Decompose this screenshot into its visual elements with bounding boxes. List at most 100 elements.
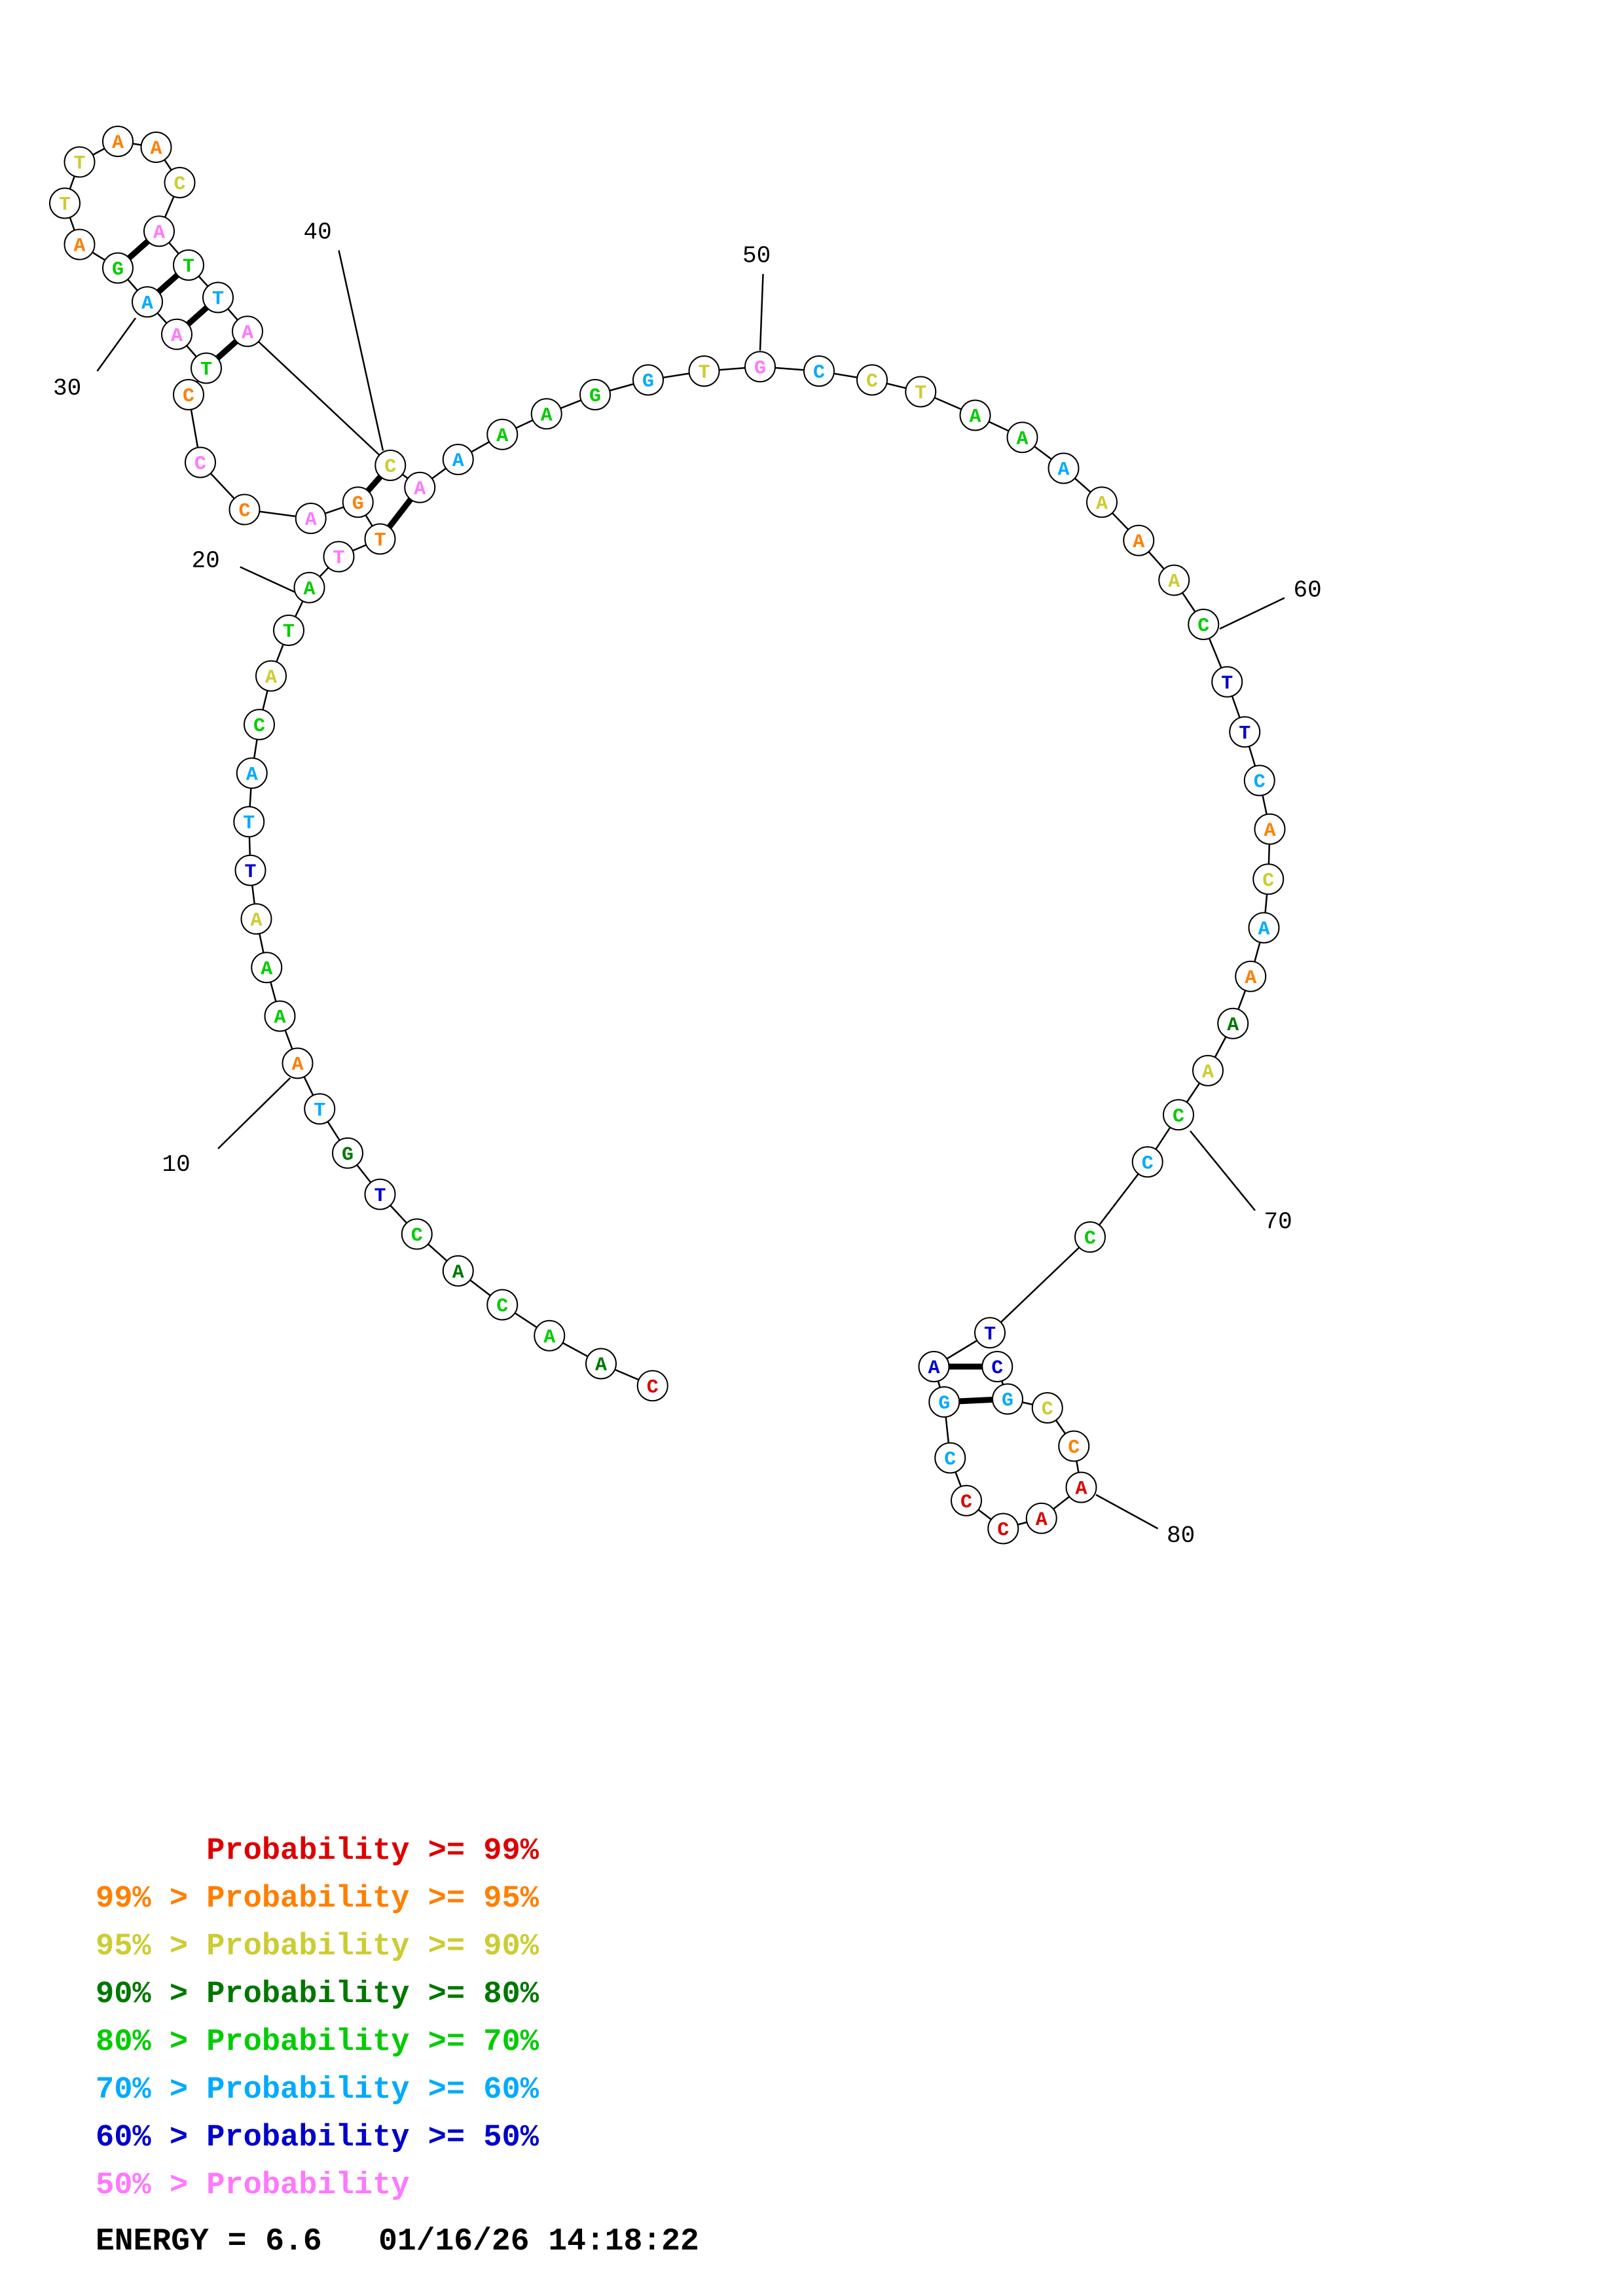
nucleotide-44-A: A	[442, 444, 474, 475]
nucleotide-circle	[132, 286, 163, 318]
nucleotide-base-letter: A	[543, 1327, 555, 1349]
nucleotide-base-letter: T	[314, 1100, 325, 1122]
nucleotide-base-letter: C	[647, 1376, 659, 1399]
nucleotide-2-A: A	[585, 1348, 617, 1380]
nucleotide-base-letter: C	[997, 1520, 1009, 1542]
nucleotide-base-letter: A	[1036, 1509, 1048, 1532]
position-label-leader	[1190, 1130, 1256, 1211]
nucleotide-29-A: A	[161, 318, 192, 350]
nucleotide-base-letter: C	[866, 371, 878, 393]
nucleotide-47-G: G	[579, 379, 611, 410]
nucleotide-49-T: T	[688, 355, 720, 387]
nucleotide-66-A: A	[1248, 912, 1280, 944]
nucleotide-base-letter: T	[200, 359, 212, 382]
position-label-10: 10	[162, 1151, 191, 1178]
nucleotide-circle	[364, 1178, 396, 1210]
nucleotide-circle	[102, 252, 134, 284]
nucleotide-base-letter: A	[303, 579, 315, 601]
nucleotide-11-A: A	[264, 1000, 296, 1032]
nucleotide-50-G: G	[744, 351, 776, 383]
nucleotide-base-letter: C	[813, 362, 825, 384]
nucleotide-circle	[951, 1484, 982, 1516]
nucleotide-base-letter: A	[496, 425, 508, 448]
nucleotide-circle	[632, 364, 664, 396]
nucleotide-circle	[534, 1319, 566, 1352]
position-label-80: 80	[1167, 1522, 1195, 1549]
nucleotide-58-A: A	[1123, 524, 1155, 556]
nucleotide-base-letter: T	[59, 194, 71, 217]
nucleotide-base-letter: A	[541, 404, 553, 427]
nucleotide-circle	[1123, 524, 1155, 556]
nucleotide-base-letter: A	[171, 325, 183, 348]
nucleotide-base-letter: A	[595, 1355, 607, 1377]
nucleotide-circle	[64, 146, 96, 178]
nucleotide-10-A: A	[282, 1047, 314, 1079]
nucleotide-circle	[161, 318, 192, 350]
position-label-leader	[240, 566, 295, 593]
nucleotide-28-T: T	[191, 352, 222, 384]
nucleotide-circle	[918, 1351, 950, 1382]
nucleotide-15-T: T	[233, 806, 265, 838]
nucleotide-circle	[1031, 1392, 1063, 1424]
nucleotide-circle	[1163, 1099, 1194, 1131]
nucleotide-circle	[164, 167, 196, 198]
nucleotide-base-letter: C	[238, 501, 250, 523]
nucleotide-base-letter: T	[244, 861, 256, 884]
legend-row-1: 99% > Probability >= 95%	[96, 1882, 539, 1916]
nucleotide-circle	[1065, 1471, 1097, 1503]
nucleotide-base-letter: A	[414, 478, 426, 501]
backbone-segment	[989, 1236, 1091, 1334]
nucleotide-13-A: A	[240, 903, 272, 935]
nucleotide-circle	[1217, 1007, 1249, 1039]
nucleotide-57-A: A	[1086, 486, 1118, 518]
legend-row-3: 90% > Probability >= 80%	[96, 1977, 539, 2012]
nucleotide-base-letter: T	[374, 1185, 386, 1208]
energy-footer: ENERGY = 6.6 01/16/26 14:18:22	[96, 2224, 699, 2259]
nucleotide-base-letter: A	[242, 322, 253, 344]
nucleotide-circle	[240, 903, 272, 935]
nucleotide-62-T: T	[1229, 716, 1261, 748]
nucleotide-base-letter: A	[928, 1357, 939, 1380]
nucleotide-base-letter: A	[261, 958, 272, 980]
nucleotide-circle	[323, 541, 355, 573]
nucleotide-circle	[905, 376, 937, 408]
position-label-leader	[759, 274, 764, 351]
nucleotide-31-G: G	[102, 252, 134, 284]
nucleotide-base-letter: T	[984, 1323, 996, 1346]
nucleotide-3-A: A	[534, 1319, 566, 1352]
nucleotide-circle	[530, 398, 562, 430]
nucleotide-base-letter: A	[1057, 459, 1069, 482]
nucleotide-5-A: A	[442, 1255, 474, 1287]
nucleotide-circle	[264, 1000, 296, 1032]
nucleotide-80-A: A	[1065, 1471, 1097, 1503]
nucleotide-36-A: A	[140, 132, 172, 163]
nucleotide-base-letter: A	[141, 293, 153, 315]
nucleotide-45-A: A	[486, 418, 519, 450]
nucleotide-base-letter: T	[212, 289, 224, 311]
nucleotide-base-letter: C	[173, 173, 185, 196]
position-label-leader	[338, 250, 384, 451]
nucleotide-base-letter: C	[944, 1449, 956, 1471]
position-label-40: 40	[304, 219, 332, 246]
nucleotide-circle	[1229, 716, 1261, 748]
nucleotide-24-A: A	[295, 503, 327, 534]
nucleotide-circle	[1086, 486, 1118, 518]
nucleotide-circle	[293, 571, 325, 603]
nucleotide-14-T: T	[234, 854, 266, 886]
nucleotide-circle	[1243, 764, 1275, 797]
nucleotide-70-C: C	[1163, 1099, 1194, 1131]
nucleotide-circle	[244, 709, 275, 740]
nucleotide-20-A: A	[293, 571, 325, 603]
nucleotide-48-G: G	[632, 364, 664, 396]
nucleotide-base-letter: A	[1264, 820, 1275, 842]
nucleotide-circle	[992, 1383, 1023, 1415]
nucleotide-base-letter: G	[112, 259, 124, 281]
nucleotide-circle	[173, 379, 204, 410]
nucleotide-base-letter: C	[411, 1225, 423, 1247]
nucleotide-base-letter: T	[243, 813, 255, 835]
nucleotide-base-letter: G	[938, 1393, 950, 1415]
nucleotide-base-letter: A	[274, 1007, 285, 1030]
nucleotide-base-letter: T	[183, 256, 194, 278]
nucleotide-40-T: T	[202, 281, 234, 314]
probability-legend: Probability >= 99% 99% > Probability >= 9…	[96, 1827, 539, 2210]
